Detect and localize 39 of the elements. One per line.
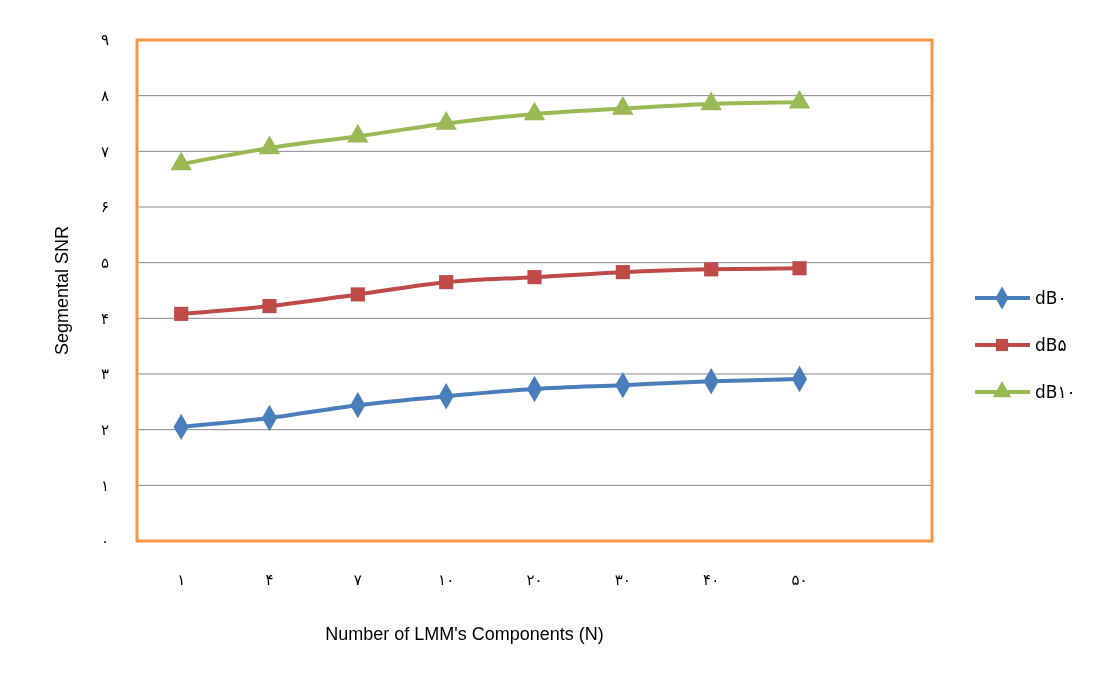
point — [258, 135, 281, 155]
y-tick-label: ۶ — [100, 198, 109, 217]
point — [439, 275, 454, 290]
point — [350, 287, 365, 302]
x-tick-label: ۵۰ — [791, 570, 808, 589]
point — [262, 299, 277, 314]
x-tick-label: ۴۰ — [703, 570, 720, 589]
y-tick-label: ۰ — [100, 532, 109, 551]
point — [523, 101, 546, 121]
point — [435, 111, 457, 130]
x-tick-label: ۱ — [177, 570, 186, 589]
x-tick-label: ۷ — [353, 570, 362, 589]
x-tick-label: ۱۰ — [438, 570, 455, 589]
y-axis-title: Segmental SNR — [52, 225, 72, 356]
x-tick-label: ۲۰ — [526, 570, 543, 589]
point — [174, 306, 189, 321]
y-tick-label: ۸ — [100, 86, 109, 105]
point — [788, 89, 811, 109]
y-tick-label: ۳ — [100, 365, 109, 384]
point — [612, 96, 634, 115]
y-tick-label: ۹ — [100, 31, 109, 50]
point — [704, 262, 719, 277]
legend-label: dB۰ — [1035, 288, 1067, 308]
y-tick-label: ۷ — [100, 142, 109, 161]
point — [347, 123, 369, 143]
point — [170, 151, 192, 171]
x-tick-label: ۳۰ — [614, 570, 631, 589]
x-tick-label: ۴ — [265, 570, 274, 589]
point — [615, 265, 630, 280]
point — [527, 270, 542, 285]
y-tick-label: ۱ — [100, 476, 109, 495]
point — [700, 91, 722, 111]
x-axis-title: Number of LMM's Components (N) — [325, 624, 604, 644]
legend-label: dB۵ — [1035, 335, 1067, 355]
y-tick-label: ۲ — [100, 420, 109, 439]
point — [792, 261, 807, 276]
y-tick-label: ۵ — [100, 253, 109, 272]
legend-label: dB۱۰ — [1035, 382, 1076, 402]
y-tick-label: ۴ — [100, 309, 109, 328]
